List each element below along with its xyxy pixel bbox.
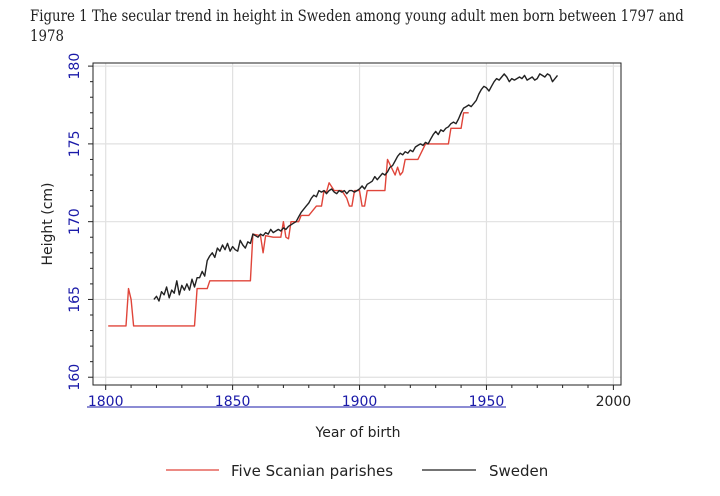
chart-legend: Five Scanian parishes Sweden [166, 462, 548, 480]
series-layer [108, 73, 559, 327]
series-line-sweden [153, 73, 559, 302]
legend-label-sweden: Sweden [489, 462, 548, 480]
caption-line-2: 1978 [30, 27, 64, 45]
y-tick-label: 160 [67, 364, 83, 391]
x-tick-label: 1850 [215, 394, 251, 410]
legend-label-five-scanian: Five Scanian parishes [231, 462, 393, 480]
y-axis-title: Height (cm) [40, 183, 56, 266]
x-tick-label: 1950 [469, 394, 505, 410]
plot-frame [92, 62, 622, 386]
x-tick-label: 1900 [342, 394, 378, 410]
y-tick-label: 165 [67, 286, 83, 313]
x-axis-title: Year of birth [315, 425, 401, 441]
series-line-five-scanian [108, 112, 469, 327]
y-tick-label: 170 [67, 208, 83, 235]
x-tick-label: 1800 [88, 394, 124, 410]
axis-layer [88, 62, 622, 390]
grid-layer [93, 63, 621, 385]
y-tick-label: 175 [67, 131, 83, 158]
caption-line-1: Figure 1 The secular trend in height in … [30, 7, 684, 25]
figure-caption: Figure 1 The secular trend in height in … [30, 6, 684, 46]
y-tick-label: 180 [67, 53, 83, 80]
tick-label-layer: 1800 1850 1900 1950 2000 160 165 170 175 180 [67, 53, 631, 410]
x-tick-label: 2000 [596, 394, 632, 410]
